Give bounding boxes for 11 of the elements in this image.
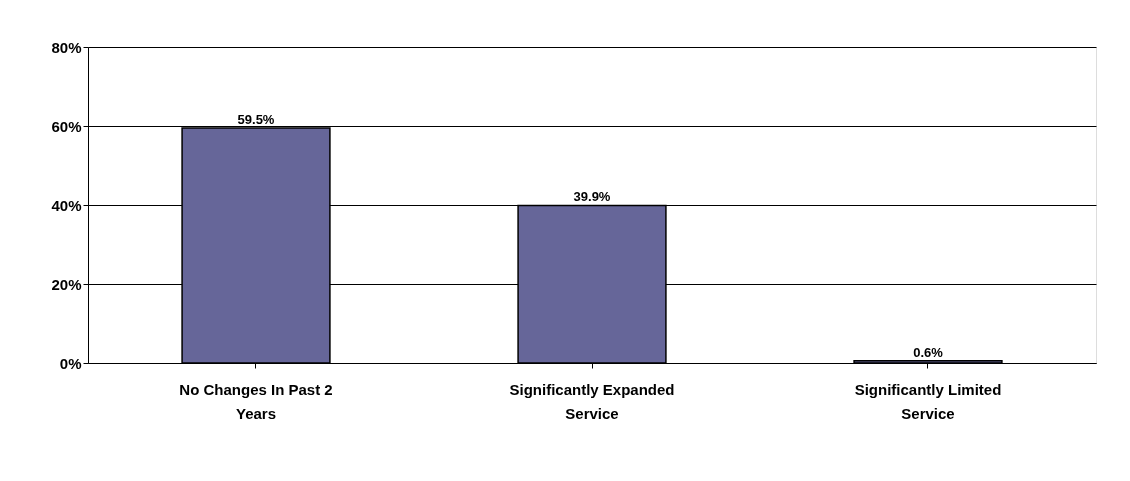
data-label: 59.5% — [237, 111, 275, 127]
y-tick-label: 60% — [51, 117, 82, 135]
x-tick-label: Significantly Expanded Service — [509, 380, 675, 422]
x-tick-label: Significantly Limited Service — [854, 380, 1002, 422]
y-tick-label: 40% — [51, 196, 82, 214]
x-tick-label: No Changes In Past 2 Years — [179, 380, 333, 422]
data-label: 0.6% — [913, 344, 944, 360]
y-tick-label: 20% — [51, 275, 82, 293]
y-tick-label: 80% — [51, 38, 82, 56]
data-label: 39.9% — [573, 189, 611, 205]
y-tick-label: 0% — [59, 354, 82, 372]
